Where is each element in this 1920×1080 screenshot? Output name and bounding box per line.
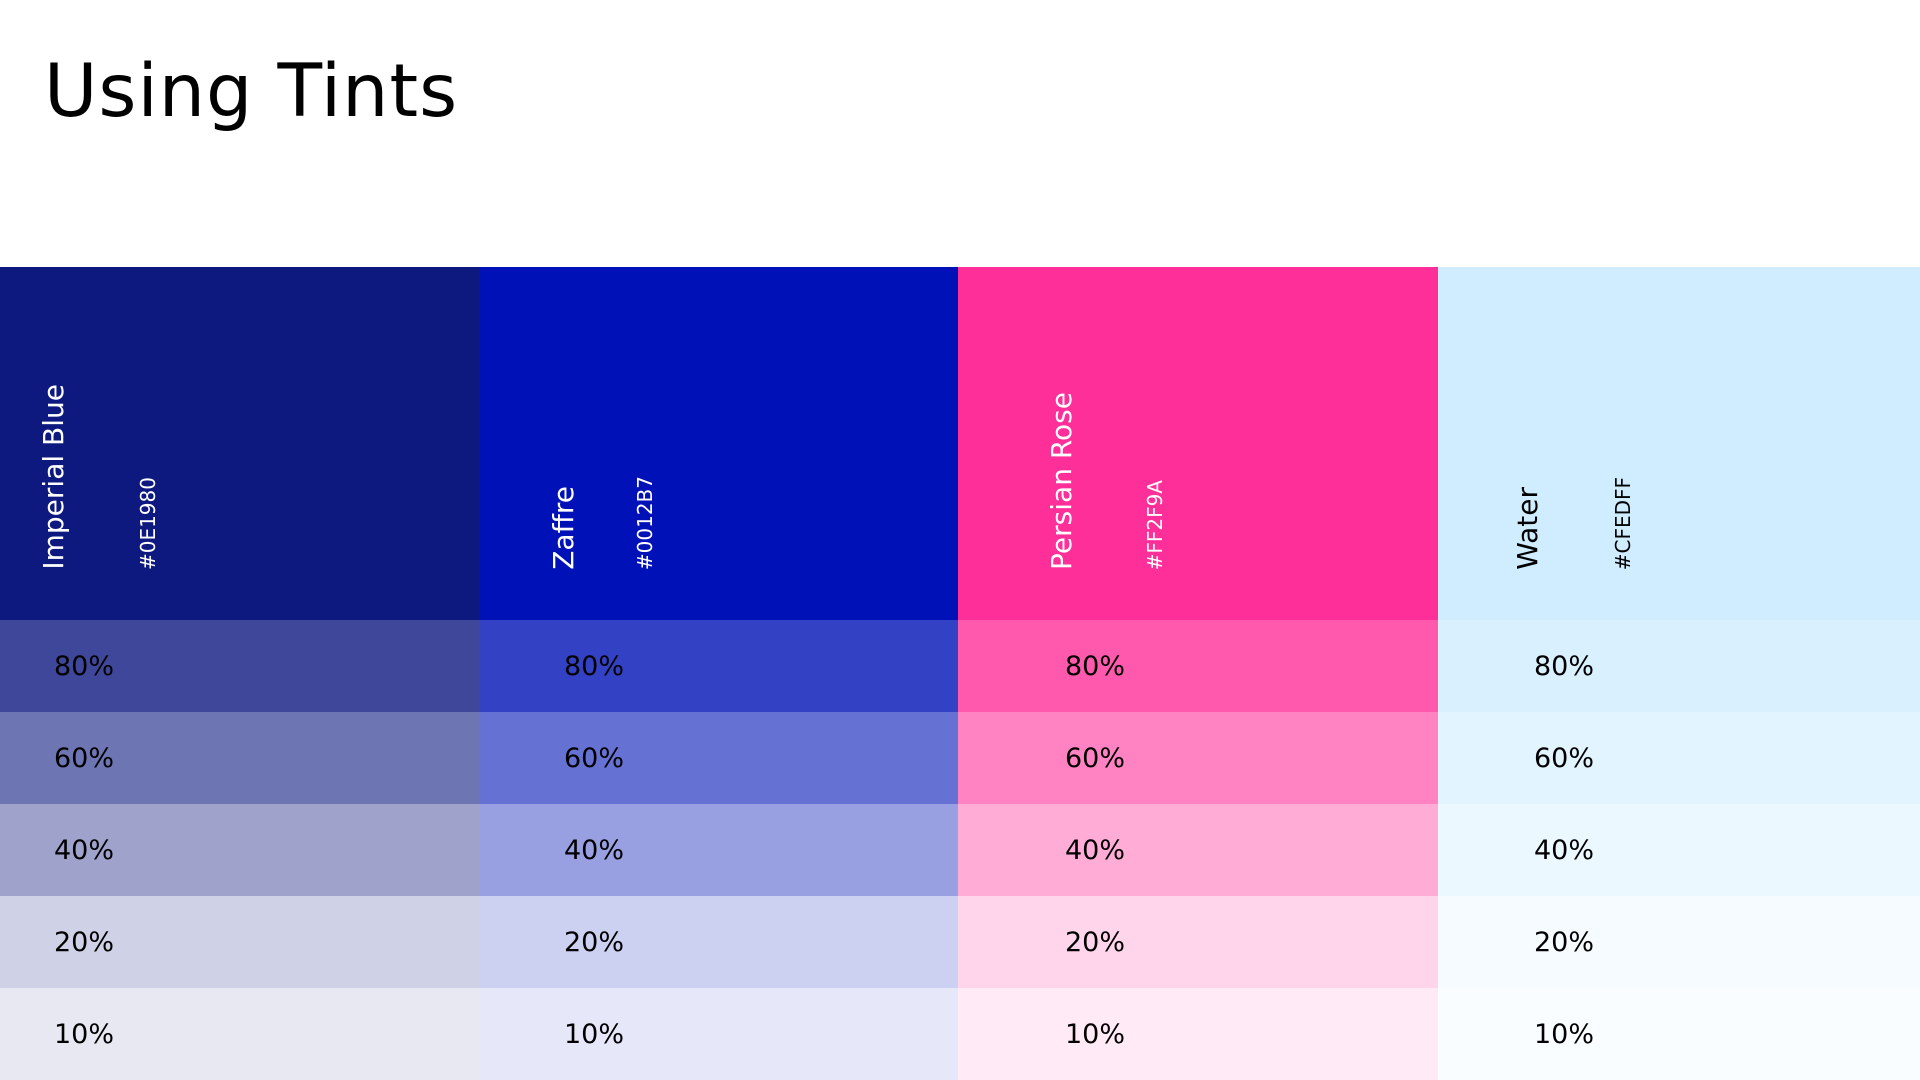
color-column-persian-rose: Persian Rose #FF2F9A 80% 60% 40% 20% 10% xyxy=(958,267,1438,1080)
tint-label: 60% xyxy=(1534,742,1595,774)
tint-label: 40% xyxy=(54,834,115,866)
base-swatch: Imperial Blue #0E1980 xyxy=(0,267,480,620)
tint-swatch: 60% xyxy=(1438,712,1920,804)
tint-swatch: 40% xyxy=(958,804,1438,896)
base-swatch: Zaffre #0012B7 xyxy=(480,267,958,620)
color-name: Water xyxy=(1511,487,1544,570)
tint-label: 20% xyxy=(564,926,625,958)
tint-swatch: 80% xyxy=(0,620,480,712)
tint-label: 80% xyxy=(564,650,625,682)
tint-swatch: 40% xyxy=(1438,804,1920,896)
base-swatch: Persian Rose #FF2F9A xyxy=(958,267,1438,620)
tint-swatch: 20% xyxy=(1438,896,1920,988)
tint-swatch: 60% xyxy=(958,712,1438,804)
tint-label: 10% xyxy=(54,1018,115,1050)
tint-label: 10% xyxy=(564,1018,625,1050)
tint-swatch: 40% xyxy=(480,804,958,896)
tint-label: 60% xyxy=(1065,742,1126,774)
color-name: Persian Rose xyxy=(1045,392,1078,570)
color-column-water: Water #CFEDFF 80% 60% 40% 20% 10% xyxy=(1438,267,1920,1080)
tint-label: 20% xyxy=(1065,926,1126,958)
tint-label: 10% xyxy=(1065,1018,1126,1050)
color-hex: #CFEDFF xyxy=(1611,476,1635,570)
tint-swatch: 10% xyxy=(0,988,480,1080)
tint-swatch: 20% xyxy=(0,896,480,988)
color-palette: Imperial Blue #0E1980 80% 60% 40% 20% 10… xyxy=(0,267,1920,1080)
base-swatch: Water #CFEDFF xyxy=(1438,267,1920,620)
tint-swatch: 10% xyxy=(1438,988,1920,1080)
tint-swatch: 20% xyxy=(958,896,1438,988)
tint-label: 20% xyxy=(54,926,115,958)
tint-label: 40% xyxy=(564,834,625,866)
tint-swatch: 60% xyxy=(0,712,480,804)
tint-swatch: 60% xyxy=(480,712,958,804)
tint-swatch: 10% xyxy=(958,988,1438,1080)
tint-swatch: 40% xyxy=(0,804,480,896)
tint-label: 40% xyxy=(1534,834,1595,866)
page-title: Using Tints xyxy=(44,49,459,134)
tint-label: 20% xyxy=(1534,926,1595,958)
color-hex: #0012B7 xyxy=(633,475,657,570)
tint-label: 10% xyxy=(1534,1018,1595,1050)
tint-label: 60% xyxy=(564,742,625,774)
color-hex: #0E1980 xyxy=(136,476,160,570)
color-name: Imperial Blue xyxy=(37,384,70,570)
tint-swatch: 80% xyxy=(480,620,958,712)
tint-swatch: 80% xyxy=(958,620,1438,712)
tint-swatch: 80% xyxy=(1438,620,1920,712)
color-column-imperial-blue: Imperial Blue #0E1980 80% 60% 40% 20% 10… xyxy=(0,267,480,1080)
tint-label: 60% xyxy=(54,742,115,774)
tint-swatch: 20% xyxy=(480,896,958,988)
tint-label: 40% xyxy=(1065,834,1126,866)
color-hex: #FF2F9A xyxy=(1143,479,1167,570)
color-name: Zaffre xyxy=(547,486,580,570)
tint-swatch: 10% xyxy=(480,988,958,1080)
tint-label: 80% xyxy=(1065,650,1126,682)
tint-label: 80% xyxy=(54,650,115,682)
tint-label: 80% xyxy=(1534,650,1595,682)
color-column-zaffre: Zaffre #0012B7 80% 60% 40% 20% 10% xyxy=(480,267,958,1080)
